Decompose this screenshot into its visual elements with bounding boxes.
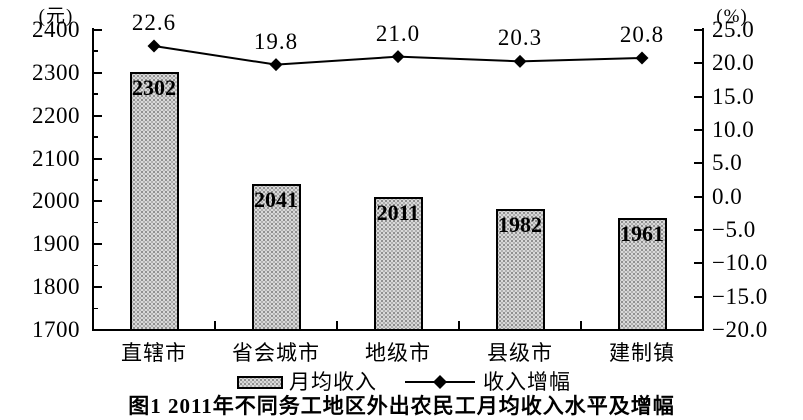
line-point-label: 20.8 <box>619 22 665 47</box>
legend-line-label: 收入增幅 <box>483 370 571 394</box>
left-axis-tick-label: 2000 <box>32 188 80 214</box>
x-axis-tick <box>458 321 460 329</box>
x-axis-tick <box>336 321 338 329</box>
right-axis-tick-label: 25.0 <box>712 17 755 42</box>
left-axis-minor-tick <box>94 93 98 95</box>
right-axis-tick <box>694 195 702 198</box>
left-axis-minor-tick <box>94 221 98 224</box>
left-axis-tick <box>94 200 102 203</box>
bar-value-label: 1961 <box>620 221 664 247</box>
growth-line-series <box>147 39 649 72</box>
x-axis-category-label: 直辖市 <box>121 341 187 365</box>
right-axis-tick <box>694 62 702 65</box>
line-point-label: 22.6 <box>131 10 177 35</box>
bar: 1961 <box>617 218 667 331</box>
y-axis-right-line <box>702 28 704 331</box>
x-axis-category-label: 省会城市 <box>232 341 320 365</box>
bar-value-label: 2011 <box>376 199 420 225</box>
legend: 月均收入 收入增幅 <box>237 369 571 395</box>
bar: 2011 <box>373 196 423 331</box>
line-point-label: 19.8 <box>253 28 299 54</box>
legend-bar-label: 月均收入 <box>289 370 377 394</box>
right-axis-tick <box>694 95 702 98</box>
right-axis-tick-label: 15.0 <box>712 83 755 109</box>
bar: 2302 <box>129 72 179 331</box>
left-axis-tick-label: 1700 <box>32 317 80 342</box>
left-axis-tick <box>94 157 102 160</box>
left-axis-tick-label: 2400 <box>32 17 80 42</box>
left-axis-tick <box>94 329 102 331</box>
right-axis-tick-label: 0.0 <box>712 183 743 209</box>
left-axis-unit: (元) <box>38 6 74 27</box>
right-axis-tick <box>694 329 702 331</box>
right-axis-tick-label: −5.0 <box>712 217 756 242</box>
x-axis-category-label: 县级市 <box>487 341 553 365</box>
line-point-marker <box>147 39 161 53</box>
line-point-marker <box>391 50 405 64</box>
bar-value-label: 2302 <box>132 75 176 100</box>
x-axis-category-label: 建制镇 <box>609 341 675 365</box>
line-point-label: 20.3 <box>497 25 543 51</box>
legend-line-swatch <box>405 375 475 389</box>
right-axis-tick <box>694 129 702 131</box>
left-axis-tick-label: 2200 <box>32 102 80 128</box>
line-point-marker <box>269 58 283 72</box>
bar: 1982 <box>495 209 545 331</box>
left-axis-tick <box>94 114 102 117</box>
left-axis-minor-tick <box>94 50 98 52</box>
left-axis-tick <box>94 286 102 289</box>
left-axis-tick-label: 1800 <box>32 274 80 300</box>
left-axis-tick <box>94 29 102 31</box>
right-axis-tick <box>694 29 702 31</box>
left-axis-tick <box>94 243 102 246</box>
figure-title: 图1 2011年不同务工地区外出农民工月均收入水平及增幅 <box>128 394 675 418</box>
right-axis-tick <box>694 262 702 265</box>
right-axis-tick <box>694 162 702 165</box>
line-point-marker <box>513 54 527 68</box>
right-axis-tick <box>694 295 702 298</box>
x-axis-tick <box>214 321 216 329</box>
left-axis-minor-tick <box>94 179 98 181</box>
right-axis-tick-label: 20.0 <box>712 50 755 76</box>
right-axis-unit: (%) <box>716 6 748 27</box>
left-axis-tick <box>94 71 102 74</box>
x-axis-tick <box>580 321 582 329</box>
left-axis-minor-tick <box>94 136 98 138</box>
left-axis-tick-label: 2100 <box>32 145 80 171</box>
left-axis-tick-label: 1900 <box>32 231 80 257</box>
legend-bar-swatch <box>237 375 283 389</box>
line-point-marker <box>635 51 649 65</box>
right-axis-tick-label: −10.0 <box>712 250 768 276</box>
bar-value-label: 2041 <box>254 186 298 212</box>
right-axis-tick-label: −15.0 <box>712 283 768 309</box>
right-axis-tick-label: −20.0 <box>712 317 768 342</box>
right-axis-tick-label: 10.0 <box>712 117 755 142</box>
left-axis-minor-tick <box>94 307 98 310</box>
line-point-label: 21.0 <box>375 20 421 46</box>
x-axis-category-label: 地级市 <box>365 341 431 365</box>
bar: 2041 <box>251 183 301 331</box>
y-axis-left-line <box>92 28 94 331</box>
right-axis-tick-label: 5.0 <box>712 150 743 176</box>
right-axis-tick <box>694 229 702 231</box>
left-axis-tick-label: 2300 <box>32 59 80 85</box>
bar-value-label: 1982 <box>498 212 542 238</box>
left-axis-minor-tick <box>94 264 98 267</box>
